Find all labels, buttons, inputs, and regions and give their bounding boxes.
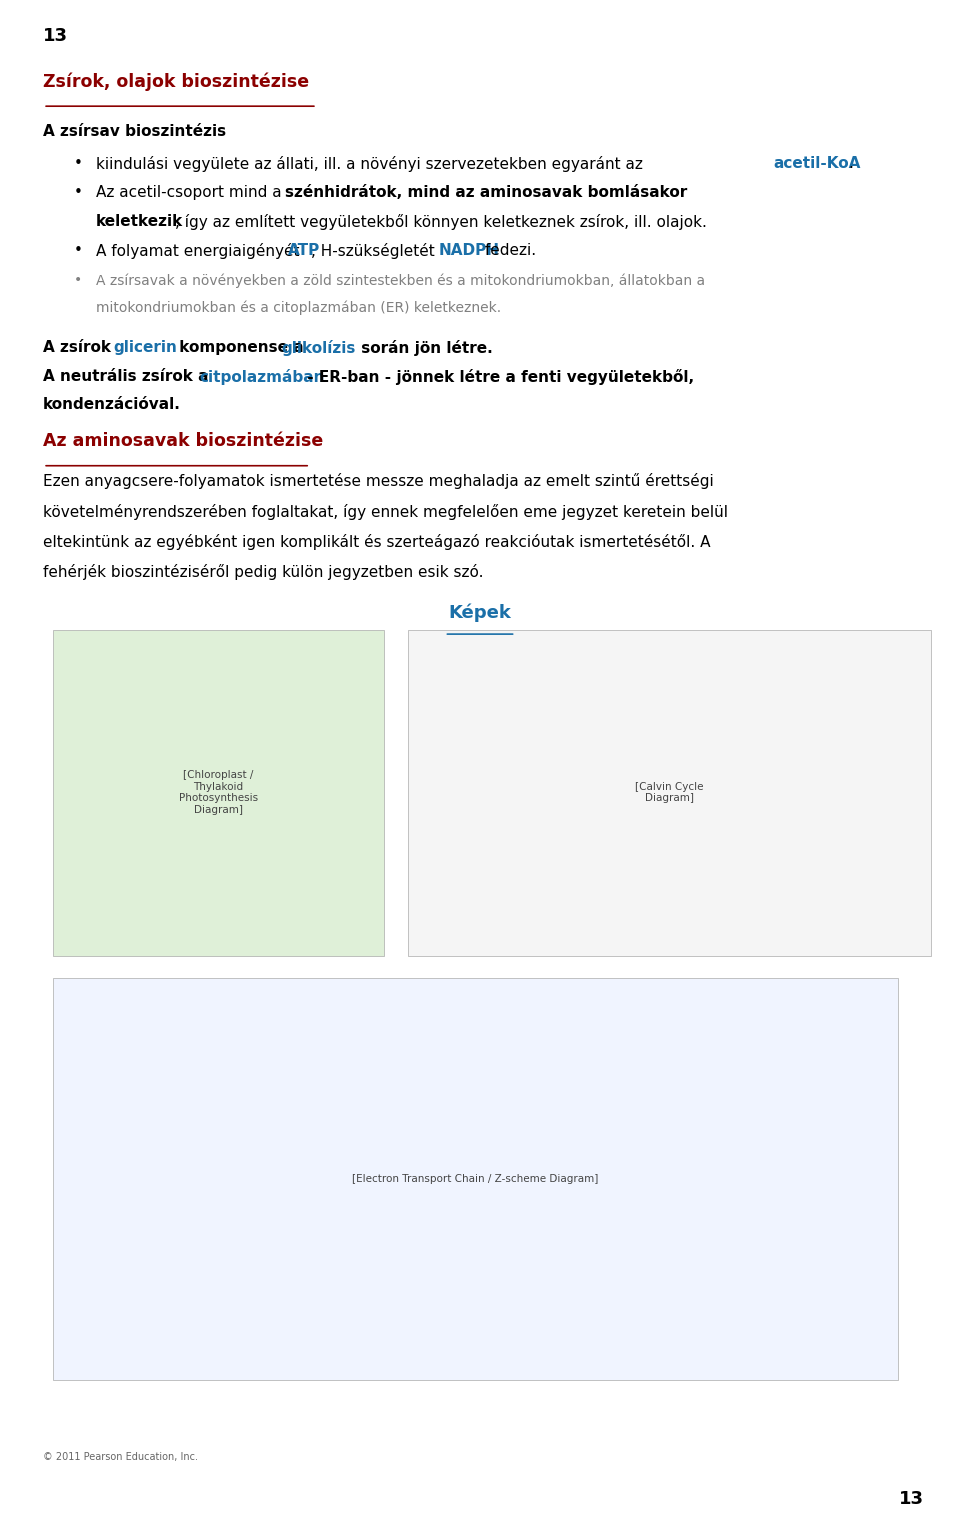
Text: Az aminosavak bioszintézise: Az aminosavak bioszintézise	[43, 432, 324, 451]
Text: [Electron Transport Chain / Z-scheme Diagram]: [Electron Transport Chain / Z-scheme Dia…	[352, 1174, 598, 1185]
Text: Az acetil-csoport mind a: Az acetil-csoport mind a	[96, 185, 286, 200]
Text: fehérjék bioszintéziséről pedig külön jegyzetben esik szó.: fehérjék bioszintéziséről pedig külön je…	[43, 564, 484, 581]
Text: kondenzációval.: kondenzációval.	[43, 397, 181, 413]
Text: •: •	[74, 156, 83, 171]
Text: Képek: Képek	[448, 604, 512, 622]
Text: acetil-KoA: acetil-KoA	[774, 156, 861, 171]
Text: A zsírsavak a növényekben a zöld szintestekben és a mitokondriumokban, állatokba: A zsírsavak a növényekben a zöld szintes…	[96, 273, 706, 288]
Text: •: •	[74, 185, 83, 200]
Text: ATP: ATP	[288, 243, 321, 258]
Text: során jön létre.: során jön létre.	[356, 340, 492, 356]
Text: [Chloroplast /
Thylakoid
Photosynthesis
Diagram]: [Chloroplast / Thylakoid Photosynthesis …	[179, 771, 258, 815]
Text: A folyamat energiaigényét: A folyamat energiaigényét	[96, 243, 304, 259]
Text: kiindulási vegyülete az állati, ill. a növényi szervezetekben egyaránt az: kiindulási vegyülete az állati, ill. a n…	[96, 156, 648, 173]
FancyBboxPatch shape	[53, 978, 898, 1380]
Text: [Calvin Cycle
Diagram]: [Calvin Cycle Diagram]	[636, 781, 704, 804]
FancyBboxPatch shape	[408, 630, 931, 956]
Text: NADPH: NADPH	[439, 243, 500, 258]
Text: követelményrendszerében foglaltakat, így ennek megfelelően eme jegyzet keretein : követelményrendszerében foglaltakat, így…	[43, 504, 729, 520]
Text: eltekintünk az egyébként igen komplikált és szerteágazó reakcióutak ismertetését: eltekintünk az egyébként igen komplikált…	[43, 534, 710, 551]
Text: A zsírsav bioszintézis: A zsírsav bioszintézis	[43, 124, 227, 140]
Text: szénhidrátok, mind az aminosavak bomlásakor: szénhidrátok, mind az aminosavak bomlása…	[285, 185, 687, 200]
Text: fedezi.: fedezi.	[480, 243, 536, 258]
Text: Ezen anyagcsere-folyamatok ismertetése messze meghaladja az emelt szintű érettsé: Ezen anyagcsere-folyamatok ismertetése m…	[43, 473, 714, 490]
Text: citpolazmában: citpolazmában	[200, 369, 325, 385]
Text: .: .	[849, 156, 853, 171]
Text: glicerin: glicerin	[113, 340, 178, 355]
Text: keletkezik: keletkezik	[96, 214, 183, 229]
Text: - ER-ban - jönnek létre a fenti vegyületekből,: - ER-ban - jönnek létre a fenti vegyület…	[302, 369, 694, 385]
Text: mitokondriumokban és a citoplazmában (ER) keletkeznek.: mitokondriumokban és a citoplazmában (ER…	[96, 300, 501, 316]
Text: 13: 13	[43, 27, 68, 46]
Text: glikolízis: glikolízis	[281, 340, 355, 356]
FancyBboxPatch shape	[53, 630, 384, 956]
Text: , H-szükségletét: , H-szükségletét	[311, 243, 440, 259]
Text: •: •	[74, 273, 83, 287]
Text: komponense a: komponense a	[174, 340, 308, 355]
Text: , így az említett vegyületekből könnyen keletkeznek zsírok, ill. olajok.: , így az említett vegyületekből könnyen …	[175, 214, 707, 231]
Text: Zsírok, olajok bioszintézise: Zsírok, olajok bioszintézise	[43, 73, 309, 91]
Text: © 2011 Pearson Education, Inc.: © 2011 Pearson Education, Inc.	[43, 1452, 198, 1462]
Text: •: •	[74, 243, 83, 258]
Text: A neutrális zsírok a: A neutrális zsírok a	[43, 369, 214, 384]
Text: 13: 13	[899, 1490, 924, 1508]
Text: A zsírok: A zsírok	[43, 340, 116, 355]
